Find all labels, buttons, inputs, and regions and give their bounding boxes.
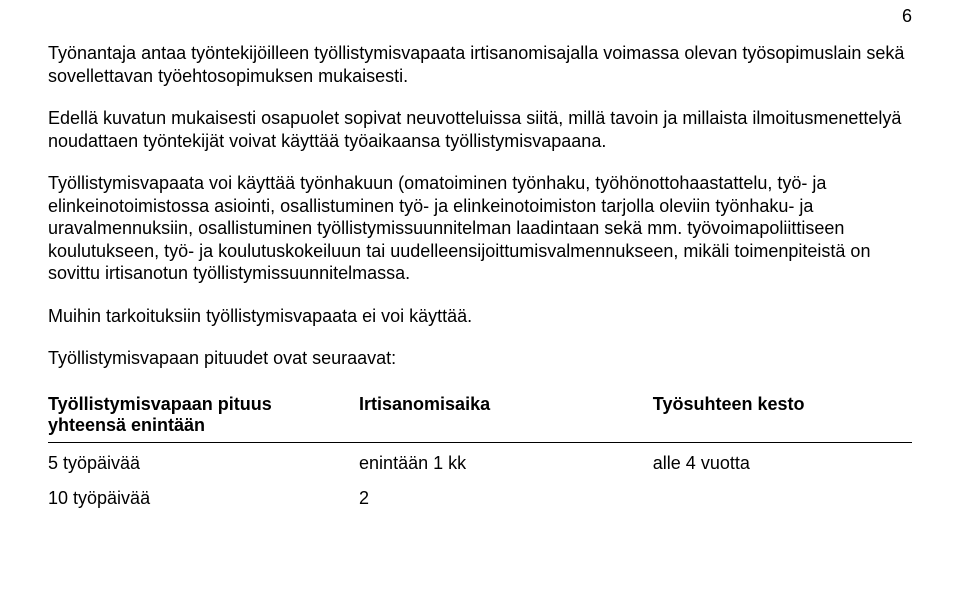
- table-header-row: Työllistymisvapaan pituus yhteensä enint…: [48, 390, 912, 443]
- document-page: 6 Työnantaja antaa työntekijöilleen työl…: [0, 0, 960, 608]
- table-header: Irtisanomisaika: [359, 390, 653, 443]
- table-cell: [653, 478, 912, 513]
- paragraph: Muihin tarkoituksiin työllistymisvapaata…: [48, 305, 912, 328]
- page-number: 6: [902, 6, 912, 27]
- table-row: 10 työpäivää 2: [48, 478, 912, 513]
- table-header-line: yhteensä enintään: [48, 415, 205, 435]
- table-cell: alle 4 vuotta: [653, 442, 912, 478]
- table-cell: 2: [359, 478, 653, 513]
- table-header-line: Työllistymisvapaan pituus: [48, 394, 272, 414]
- leave-duration-table: Työllistymisvapaan pituus yhteensä enint…: [48, 390, 912, 513]
- table-header: Työllistymisvapaan pituus yhteensä enint…: [48, 390, 359, 443]
- paragraph: Työllistymisvapaan pituudet ovat seuraav…: [48, 347, 912, 370]
- table-header: Työsuhteen kesto: [653, 390, 912, 443]
- paragraph: Työnantaja antaa työntekijöilleen työlli…: [48, 42, 912, 87]
- paragraph: Edellä kuvatun mukaisesti osapuolet sopi…: [48, 107, 912, 152]
- paragraph: Työllistymisvapaata voi käyttää työnhaku…: [48, 172, 912, 285]
- table-cell: 5 työpäivää: [48, 442, 359, 478]
- table-cell: 10 työpäivää: [48, 478, 359, 513]
- table-cell: enintään 1 kk: [359, 442, 653, 478]
- table-row: 5 työpäivää enintään 1 kk alle 4 vuotta: [48, 442, 912, 478]
